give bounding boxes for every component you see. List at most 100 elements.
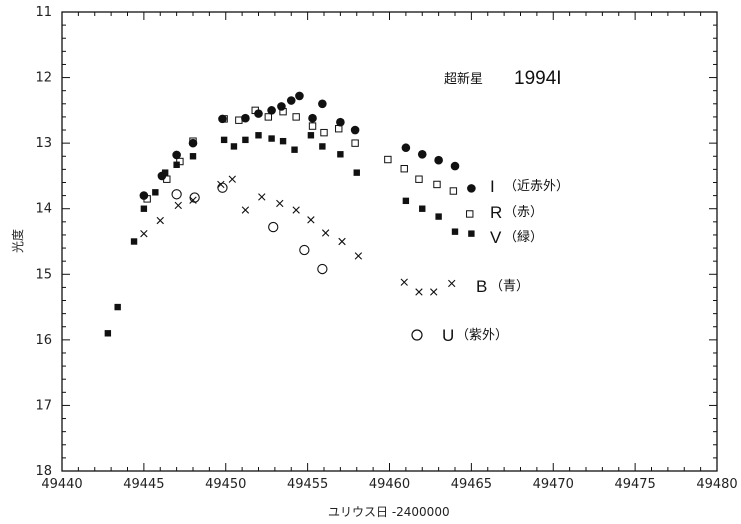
point-v xyxy=(468,230,474,236)
x-tick-label: 49445 xyxy=(123,477,164,492)
legend-letter-r: R xyxy=(490,203,502,222)
point-v xyxy=(419,206,425,212)
point-u xyxy=(218,183,227,192)
x-tick-label: 49455 xyxy=(287,477,328,492)
y-axis: 11 12 13 14 15 16 17 18 xyxy=(35,5,717,479)
point-b xyxy=(322,230,329,237)
point-v xyxy=(114,304,120,310)
point-v xyxy=(173,162,179,168)
legend-letter-v: V xyxy=(490,228,502,247)
plot-frame xyxy=(62,12,717,471)
legend-desc-i: （近赤外） xyxy=(504,179,569,194)
x-tick-label: 49450 xyxy=(205,477,246,492)
point-v xyxy=(242,137,248,143)
data-points xyxy=(105,92,476,337)
point-b xyxy=(401,279,408,286)
point-r xyxy=(336,126,342,132)
point-v xyxy=(435,213,441,219)
point-b xyxy=(157,217,164,224)
point-v xyxy=(403,198,409,204)
point-b xyxy=(430,289,437,296)
point-b xyxy=(229,176,236,183)
point-b xyxy=(141,230,148,237)
point-r xyxy=(293,114,299,120)
point-u xyxy=(269,222,278,231)
point-i xyxy=(467,184,476,193)
point-b xyxy=(339,238,346,245)
chart-title: 超新星 xyxy=(444,71,483,87)
y-tick-label: 17 xyxy=(35,398,52,413)
point-u xyxy=(300,245,309,254)
point-b xyxy=(258,194,265,201)
point-v xyxy=(152,189,158,195)
x-tick-label: 49480 xyxy=(696,477,737,492)
point-b xyxy=(416,289,423,296)
point-r xyxy=(309,123,315,129)
point-r xyxy=(385,156,391,162)
x-tick-label: 49440 xyxy=(41,477,82,492)
y-tick-label: 12 xyxy=(35,71,52,86)
x-tick-label: 49465 xyxy=(451,477,492,492)
point-v xyxy=(268,135,274,141)
point-r xyxy=(467,211,473,217)
legend-label-i: I （近赤外） xyxy=(490,177,569,196)
point-i xyxy=(295,92,304,101)
point-v xyxy=(337,151,343,157)
point-v xyxy=(291,147,297,153)
legend-desc-r: （赤） xyxy=(504,205,543,220)
legend-label-b: B （青） xyxy=(476,277,529,296)
point-v xyxy=(131,238,137,244)
legend-desc-v: （緑） xyxy=(504,230,543,245)
point-v xyxy=(280,138,286,144)
point-r xyxy=(416,176,422,182)
point-r xyxy=(450,188,456,194)
point-v xyxy=(231,143,237,149)
y-tick-label: 16 xyxy=(35,333,52,348)
point-b xyxy=(308,217,315,224)
point-r xyxy=(236,117,242,123)
point-i xyxy=(434,156,443,165)
legend-desc-u: （紫外） xyxy=(456,328,508,343)
y-tick-label: 15 xyxy=(35,267,52,282)
point-v xyxy=(105,330,111,336)
point-b xyxy=(242,207,249,214)
point-i xyxy=(418,150,427,159)
point-v xyxy=(354,169,360,175)
chart-subtitle: 1994I xyxy=(514,68,562,89)
legend-letter-i: I xyxy=(490,177,495,196)
point-b xyxy=(293,207,300,214)
y-axis-title: 光度 xyxy=(10,229,25,253)
point-u xyxy=(318,264,327,273)
point-b xyxy=(448,280,455,287)
legend-letter-b: B xyxy=(476,277,487,296)
point-v xyxy=(221,137,227,143)
point-u xyxy=(172,190,181,199)
point-i xyxy=(351,126,360,135)
point-i xyxy=(402,143,411,152)
point-b xyxy=(175,202,182,209)
point-r xyxy=(265,114,271,120)
point-u xyxy=(190,193,199,202)
point-v xyxy=(308,132,314,138)
y-tick-label: 18 xyxy=(35,464,52,479)
point-i xyxy=(308,114,317,123)
x-tick-label: 49470 xyxy=(533,477,574,492)
point-b xyxy=(355,253,362,260)
point-v xyxy=(190,153,196,159)
legend-desc-b: （青） xyxy=(490,279,529,294)
x-tick-label: 49475 xyxy=(614,477,655,492)
y-tick-label: 13 xyxy=(35,136,52,151)
y-tick-label: 11 xyxy=(35,5,52,20)
point-v xyxy=(162,169,168,175)
legend-label-r: R （赤） xyxy=(490,203,543,222)
point-b xyxy=(276,200,283,207)
legend-marker-u xyxy=(412,330,422,340)
x-axis-title: ユリウス日 -2400000 xyxy=(328,505,450,519)
y-tick-label: 14 xyxy=(35,202,52,217)
point-i xyxy=(277,102,286,111)
x-tick-label: 49460 xyxy=(369,477,410,492)
legend-label-v: V （緑） xyxy=(490,228,543,247)
point-i xyxy=(287,96,296,105)
